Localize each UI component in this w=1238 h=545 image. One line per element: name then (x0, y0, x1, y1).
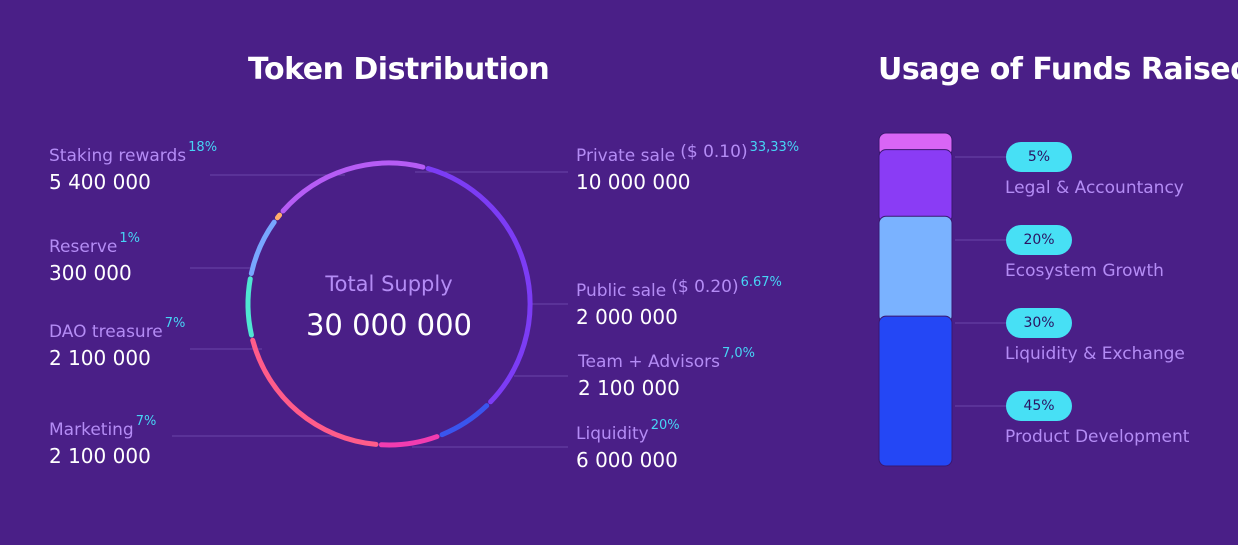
slice-percent: 33,33% (749, 140, 800, 155)
legend-staking-rewards: Staking rewards 18% 5 400 000 (49, 140, 217, 194)
legend-marketing: Marketing 7% 2 100 000 (49, 414, 156, 468)
legend-reserve: Reserve 1% 300 000 (49, 231, 140, 285)
slice-note: ($ 0.10) (680, 142, 748, 162)
slice-value: 2 100 000 (49, 346, 151, 370)
slice-percent: 7% (135, 414, 157, 429)
slice-name: Private sale (576, 146, 676, 166)
donut-slice-public-sale (439, 403, 490, 438)
total-supply-label: Total Supply (325, 272, 453, 296)
slice-value: 5 400 000 (49, 170, 151, 194)
slice-percent: 20% (650, 418, 680, 433)
fund-badge-liquidity: 30% (1006, 308, 1072, 338)
legend-team-advisors: Team + Advisors 7,0% 2 100 000 (578, 346, 755, 400)
legend-public-sale: Public sale ($ 0.20) 6.67% 2 000 000 (576, 275, 782, 329)
slice-value: 2 100 000 (578, 376, 680, 400)
donut-slice-team-advisors (378, 434, 440, 448)
slice-name: DAO treasure (49, 322, 163, 342)
donut-slice-reserve (274, 212, 283, 221)
fund-label-ecosystem: Ecosystem Growth (1005, 261, 1164, 281)
donut-slice-dao-treasure (248, 219, 277, 276)
donut-slice-staking-rewards (280, 160, 426, 214)
slice-name: Staking rewards (49, 146, 187, 166)
fund-badge-product: 45% (1006, 391, 1072, 421)
slice-percent: 7% (164, 316, 186, 331)
fund-label-liquidity: Liquidity & Exchange (1005, 344, 1185, 364)
funds-bar-segment (878, 215, 953, 324)
slice-value: 2 100 000 (49, 444, 151, 468)
usage-of-funds-title: Usage of Funds Raised (878, 52, 1238, 87)
legend-liquidity: Liquidity 20% 6 000 000 (576, 418, 680, 472)
slice-name: Liquidity (576, 424, 649, 444)
slice-value: 6 000 000 (576, 448, 678, 472)
slice-percent: 18% (188, 140, 218, 155)
fund-label-legal: Legal & Accountancy (1005, 178, 1184, 198)
slice-percent: 6.67% (740, 275, 782, 290)
slice-name: Marketing (49, 420, 134, 440)
slice-value: 300 000 (49, 261, 132, 285)
fund-badge-ecosystem: 20% (1006, 225, 1072, 255)
funds-bar-segment (878, 315, 953, 467)
legend-dao-treasure: DAO treasure 7% 2 100 000 (49, 316, 185, 370)
slice-value: 10 000 000 (576, 170, 691, 194)
total-supply-value: 30 000 000 (305, 308, 473, 342)
fund-label-product: Product Development (1005, 427, 1190, 447)
slice-value: 2 000 000 (576, 305, 678, 329)
slice-name: Public sale (576, 281, 667, 301)
donut-slice-liquidity (250, 337, 379, 447)
slice-percent: 1% (119, 231, 140, 246)
legend-private-sale: Private sale ($ 0.10) 33,33% 10 000 000 (576, 140, 799, 194)
donut-slice-private-sale (425, 166, 533, 405)
donut-slice-marketing (245, 276, 254, 338)
slice-name: Team + Advisors (578, 352, 720, 372)
token-distribution-title: Token Distribution (248, 52, 550, 87)
slice-name: Reserve (49, 237, 118, 257)
funds-bar-segment (878, 149, 953, 224)
slice-note: ($ 0.20) (671, 277, 739, 297)
slice-percent: 7,0% (722, 346, 756, 361)
fund-badge-legal: 5% (1006, 142, 1072, 172)
